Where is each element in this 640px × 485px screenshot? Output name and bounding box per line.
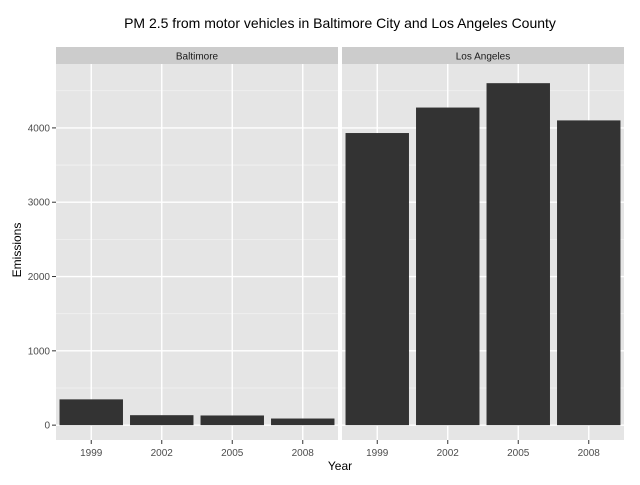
x-tick-label: 2002 bbox=[437, 448, 460, 459]
facet-label-0: Baltimore bbox=[176, 52, 219, 63]
y-axis-title: Emissions bbox=[10, 223, 24, 278]
bar-los-angeles-2002 bbox=[416, 107, 480, 426]
y-tick-label: 4000 bbox=[28, 123, 51, 134]
bar-baltimore-2002 bbox=[130, 415, 194, 426]
x-tick-label: 2002 bbox=[151, 448, 174, 459]
bar-los-angeles-1999 bbox=[345, 133, 409, 426]
y-tick-label: 2000 bbox=[28, 272, 51, 283]
x-tick-label: 1999 bbox=[80, 448, 103, 459]
bar-baltimore-1999 bbox=[59, 399, 123, 426]
facet-strip-0 bbox=[56, 47, 338, 64]
bar-baltimore-2008 bbox=[271, 418, 335, 426]
x-tick-label: 1999 bbox=[366, 448, 389, 459]
bar-los-angeles-2005 bbox=[486, 83, 550, 426]
x-tick-label: 2008 bbox=[292, 448, 315, 459]
bar-baltimore-2005 bbox=[200, 415, 264, 426]
y-tick-label: 0 bbox=[44, 421, 50, 432]
bar-los-angeles-2008 bbox=[557, 120, 621, 426]
x-axis-title: Year bbox=[328, 459, 352, 473]
x-tick-label: 2005 bbox=[507, 448, 530, 459]
y-tick-label: 1000 bbox=[28, 346, 51, 357]
y-tick-label: 3000 bbox=[28, 198, 51, 209]
facet-label-1: Los Angeles bbox=[456, 52, 511, 63]
chart-title: PM 2.5 from motor vehicles in Baltimore … bbox=[124, 15, 556, 31]
x-tick-label: 2008 bbox=[578, 448, 601, 459]
panel-background-0 bbox=[56, 64, 338, 440]
facet-strip-1 bbox=[342, 47, 624, 64]
x-tick-label: 2005 bbox=[221, 448, 244, 459]
